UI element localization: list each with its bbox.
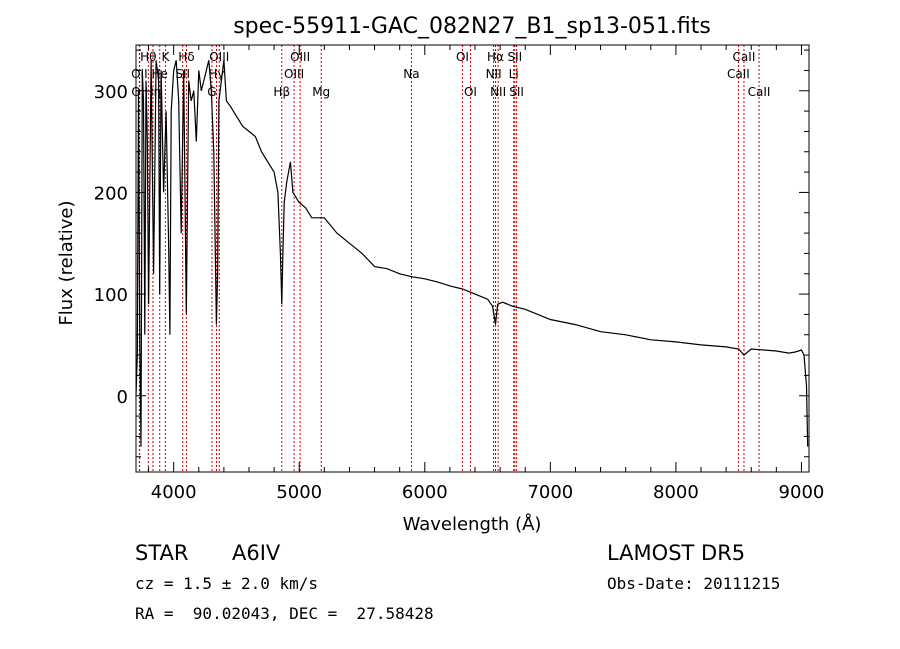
line-label: Hθ: [140, 50, 156, 64]
line-label: OIII: [209, 50, 229, 64]
survey-name: LAMOST DR5: [607, 541, 746, 565]
y-tick-label: 0: [117, 387, 128, 408]
line-label: Li: [509, 67, 519, 81]
observation-date: Obs-Date: 20111215: [607, 574, 781, 593]
line-label: CaII: [748, 85, 771, 99]
spectrum-line: [135, 60, 809, 447]
line-label: CaII: [733, 50, 756, 64]
line-label: Hγ: [208, 67, 224, 81]
line-label: Hη: [145, 85, 162, 99]
line-label: OIII: [284, 67, 304, 81]
y-tick-label: 100: [94, 285, 128, 306]
object-class: STAR: [135, 541, 189, 565]
line-label: OIII: [290, 50, 310, 64]
line-label: SII: [175, 67, 190, 81]
x-tick-label: 7000: [527, 482, 573, 503]
x-axis-label: Wavelength (Å): [403, 513, 542, 535]
spectral-subclass: A6IV: [232, 541, 281, 565]
x-tick-label: 9000: [779, 482, 825, 503]
redshift-value: cz = 1.5 ± 2.0 km/s: [135, 574, 319, 593]
y-tick-label: 200: [94, 183, 128, 204]
line-label: SII: [507, 50, 522, 64]
x-axis: 4000 5000 6000 7000 8000 9000: [148, 45, 825, 503]
y-axis: 0 100 200 300: [94, 49, 809, 458]
x-tick-label: 4000: [151, 482, 197, 503]
y-axis-label: Flux (relative): [56, 200, 77, 325]
plot-frame: [135, 44, 810, 473]
line-label: K: [161, 50, 170, 64]
line-label: OII: [131, 67, 148, 81]
x-tick-label: 8000: [653, 482, 699, 503]
line-label: NII: [486, 67, 502, 81]
chart-title: spec-55911-GAC_082N27_B1_sp13-051.fits: [233, 14, 711, 39]
x-tick-label: 5000: [276, 482, 322, 503]
line-label: Hα: [487, 50, 504, 64]
line-label: Hβ: [273, 85, 290, 99]
line-label: Na: [403, 67, 419, 81]
y-tick-label: 300: [94, 82, 128, 103]
line-label: He: [152, 67, 168, 81]
line-label: G: [207, 85, 216, 99]
line-label: OI: [456, 50, 469, 64]
line-label: NII: [490, 85, 506, 99]
line-label: SII: [509, 85, 524, 99]
line-label: Mg: [312, 85, 330, 99]
coordinates: RA = 90.02043, DEC = 27.58428: [135, 604, 434, 623]
x-tick-label: 6000: [402, 482, 448, 503]
line-label: OI: [464, 85, 477, 99]
line-label: CaII: [727, 67, 750, 81]
line-label: Hδ: [178, 50, 194, 64]
